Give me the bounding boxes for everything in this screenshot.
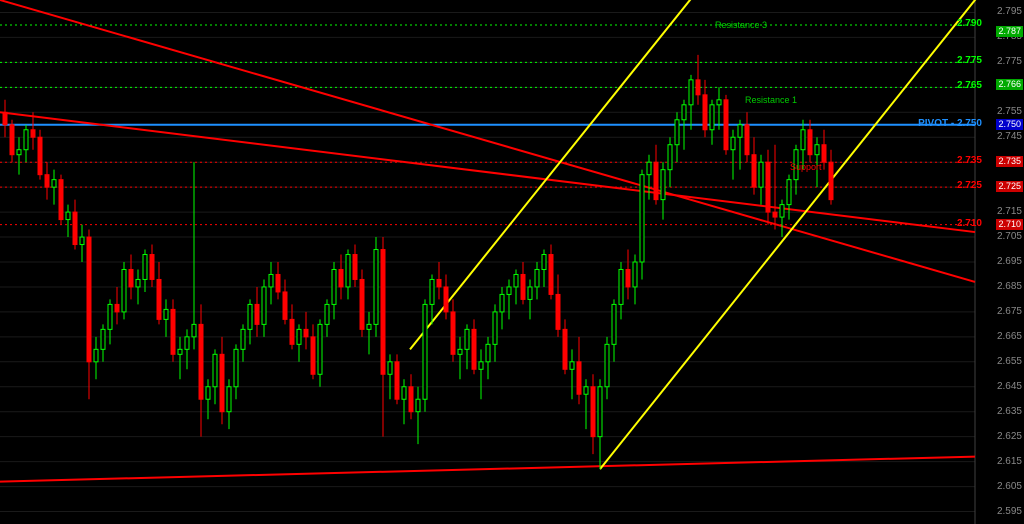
price-marker: 2.735 [996, 156, 1023, 167]
y-axis-tick: 2.795 [997, 6, 1022, 17]
price-marker: 2.787 [996, 26, 1023, 37]
support-annotation: Support [790, 162, 822, 172]
resistance3-label: 2.790 [957, 18, 982, 29]
y-axis-tick: 2.625 [997, 431, 1022, 442]
y-axis-tick: 2.705 [997, 231, 1022, 242]
y-axis-tick: 2.665 [997, 331, 1022, 342]
y-axis-tick: 2.635 [997, 406, 1022, 417]
y-axis-tick: 2.685 [997, 281, 1022, 292]
y-axis-tick: 2.655 [997, 356, 1022, 367]
resistance2-label: 2.775 [957, 55, 982, 66]
y-axis-tick: 2.645 [997, 381, 1022, 392]
support1-label: 2.735 [957, 155, 982, 166]
support3-label: 2.710 [957, 218, 982, 229]
y-axis-tick: 2.775 [997, 56, 1022, 67]
y-axis-tick: 2.695 [997, 256, 1022, 267]
y-axis-tick: 2.715 [997, 206, 1022, 217]
price-marker: 2.766 [996, 79, 1023, 90]
support2-label: 2.725 [957, 180, 982, 191]
y-axis-tick: 2.605 [997, 481, 1022, 492]
y-axis-tick: 2.675 [997, 306, 1022, 317]
y-axis-tick: 2.615 [997, 456, 1022, 467]
price-marker: 2.710 [996, 219, 1023, 230]
y-axis-tick: 2.755 [997, 106, 1022, 117]
chart-container[interactable]: 2.595 2.605 2.615 2.625 2.635 2.645 2.655 2.665… [0, 0, 1024, 524]
y-axis-tick: 2.745 [997, 131, 1022, 142]
pivot-marker: 2.750 [996, 119, 1023, 130]
price-marker: 2.725 [996, 181, 1023, 192]
y-axis-tick: 2.595 [997, 506, 1022, 517]
resistance3-annotation: Resistance 3 [715, 20, 767, 30]
resistance1-label: 2.765 [957, 80, 982, 91]
pivot-label: PIVOT - 2.750 [918, 118, 982, 129]
candlestick-chart [0, 0, 1024, 524]
resistance1-annotation: Resistance 1 [745, 95, 797, 105]
